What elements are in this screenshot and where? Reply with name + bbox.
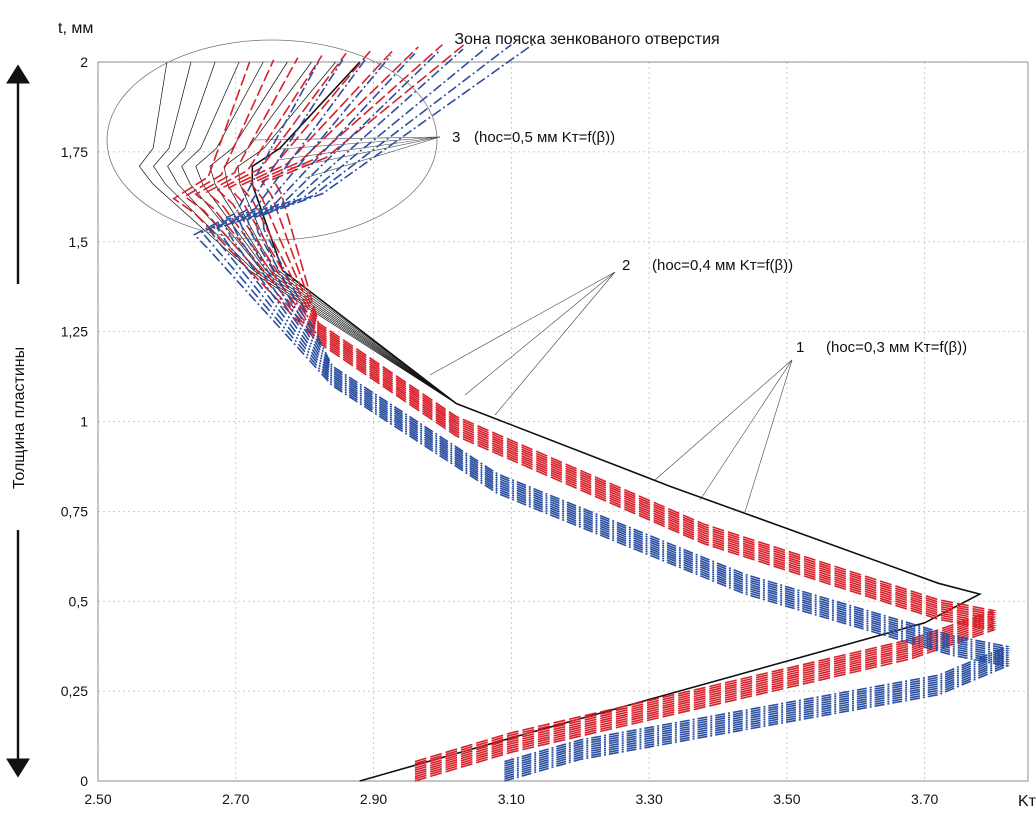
series-3-line-3 — [208, 57, 1011, 778]
leader-line — [654, 359, 793, 481]
annotation-text-1: (hос=0,3 мм Kт=f(β)) — [826, 339, 967, 356]
leader-line — [304, 136, 441, 179]
annotation-3: 3 (hос=0,5 мм Kт=f(β)) — [452, 129, 615, 146]
y-axis-unit-label: t, мм — [58, 20, 93, 37]
annotation-number-2: 2 — [622, 257, 630, 274]
series-2-line-4 — [205, 55, 997, 776]
x-tick-label: 2.50 — [84, 791, 111, 807]
x-tick-label: 2.90 — [360, 791, 387, 807]
annotation-number-1: 1 — [796, 339, 804, 356]
leader-line — [699, 359, 793, 501]
series-2-line-9 — [260, 44, 997, 765]
x-tick-label: 3.10 — [498, 791, 525, 807]
plot-border — [97, 61, 1029, 782]
series-3-line-1 — [193, 61, 1011, 782]
x-tick-label: 3.50 — [773, 791, 800, 807]
y-tick-label: 1,5 — [69, 234, 89, 250]
y-tick-label: 0 — [80, 773, 88, 789]
annotation-leaders — [254, 136, 793, 513]
x-tick-label: 3.70 — [911, 791, 938, 807]
series-3-line-8 — [246, 46, 1011, 767]
x-axis-label: Kт — [1018, 793, 1036, 810]
series-2-line-8 — [249, 46, 997, 767]
series-3-line-9 — [254, 44, 1011, 765]
leader-line — [464, 271, 616, 396]
annotation-text-3: (hос=0,5 мм Kт=f(β)) — [474, 129, 615, 146]
leader-line — [254, 136, 441, 141]
grid — [97, 61, 1029, 782]
leader-line — [267, 136, 441, 151]
y-axis-side-label: Толщина пластины — [11, 347, 28, 489]
y-tick-label: 1,75 — [61, 144, 88, 160]
leader-line — [429, 271, 616, 376]
series-3-line-5 — [223, 52, 1011, 774]
leader-line — [744, 359, 793, 513]
series-2-line-7 — [238, 48, 997, 769]
series-3-line-10 — [261, 41, 1011, 763]
annotation-1: 1 (hос=0,3 мм Kт=f(β)) — [796, 339, 967, 356]
series-2-line-2 — [183, 59, 997, 780]
series-3-line-2 — [200, 59, 1011, 780]
series-layer — [138, 41, 1011, 782]
series-3-line-4 — [216, 54, 1011, 776]
chart-title: Зона пояска зенкованого отверстия — [454, 31, 719, 48]
y-tick-label: 0,75 — [61, 503, 88, 519]
series-2-line-6 — [227, 50, 997, 771]
y-tick-label: 0,25 — [61, 683, 88, 699]
leader-line — [494, 271, 616, 416]
y-tick-label: 2 — [80, 54, 88, 70]
series-2-line-1 — [172, 61, 997, 782]
annotation-number-3: 3 — [452, 129, 460, 146]
series-2-line-3 — [194, 57, 997, 778]
series-3-line-7 — [238, 48, 1011, 769]
annotation-text-2: (hос=0,4 мм Kт=f(β)) — [652, 257, 793, 274]
series-2-line-10 — [271, 41, 997, 763]
tick-labels: 2.50 2.70 2.90 3.10 3.30 3.50 3.70 0 0,25 0,5 0,75… — [61, 54, 939, 807]
x-tick-label: 3.30 — [635, 791, 662, 807]
y-tick-label: 1,25 — [61, 324, 88, 340]
series-1-line-9 — [251, 61, 983, 782]
y-tick-label: 0,5 — [69, 593, 89, 609]
collar-zone-ellipse — [106, 39, 438, 241]
y-tick-label: 1 — [80, 414, 88, 430]
leader-line — [289, 136, 441, 169]
series-3-line-6 — [231, 50, 1011, 771]
series-2-line-5 — [216, 52, 997, 774]
x-tick-label: 2.70 — [222, 791, 249, 807]
annotation-2: 2 (hос=0,4 мм Kт=f(β)) — [622, 257, 793, 274]
